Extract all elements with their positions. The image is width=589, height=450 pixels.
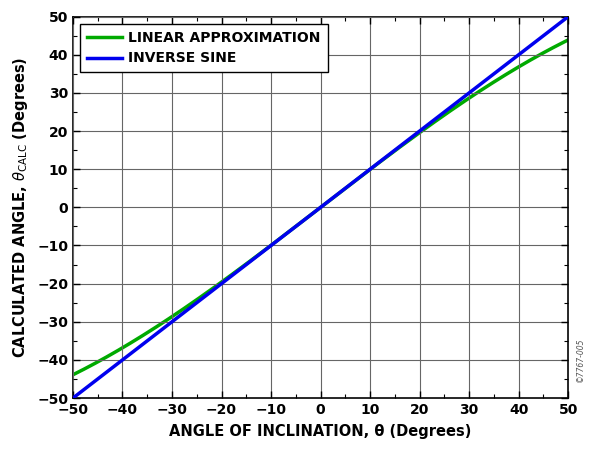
LINEAR APPROXIMATION	[70, 372, 77, 378]
INVERSE SINE	[550, 25, 557, 31]
Text: ©7767-005: ©7767-005	[575, 338, 585, 382]
LINEAR APPROXIMATION	[310, 210, 317, 215]
Y-axis label: CALCULATED ANGLE, $\theta_{\mathsf{CALC}}$ (Degrees): CALCULATED ANGLE, $\theta_{\mathsf{CALC}…	[11, 57, 30, 358]
Legend: LINEAR APPROXIMATION, INVERSE SINE: LINEAR APPROXIMATION, INVERSE SINE	[80, 23, 328, 72]
LINEAR APPROXIMATION	[550, 45, 557, 50]
INVERSE SINE	[565, 14, 572, 19]
Line: INVERSE SINE: INVERSE SINE	[73, 17, 568, 398]
INVERSE SINE	[297, 220, 304, 225]
INVERSE SINE	[70, 396, 77, 401]
LINEAR APPROXIMATION	[459, 99, 466, 105]
INVERSE SINE	[459, 95, 466, 100]
X-axis label: ANGLE OF INCLINATION, θ (Degrees): ANGLE OF INCLINATION, θ (Degrees)	[170, 424, 472, 439]
Line: LINEAR APPROXIMATION: LINEAR APPROXIMATION	[73, 40, 568, 375]
INVERSE SINE	[95, 376, 102, 381]
LINEAR APPROXIMATION	[297, 220, 304, 225]
LINEAR APPROXIMATION	[95, 359, 102, 364]
LINEAR APPROXIMATION	[550, 45, 557, 50]
LINEAR APPROXIMATION	[565, 37, 572, 43]
INVERSE SINE	[550, 25, 557, 31]
INVERSE SINE	[310, 210, 317, 215]
